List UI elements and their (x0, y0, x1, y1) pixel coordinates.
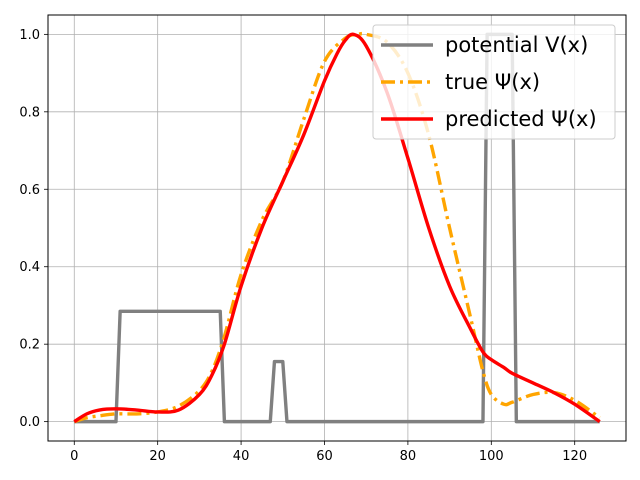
series-line-3 (73, 32, 601, 424)
y-tick-label: 0.2 (19, 338, 40, 353)
x-tick-label: 0 (70, 449, 78, 464)
x-tick-label: 100 (479, 449, 504, 464)
y-tick-label: 0.8 (19, 105, 40, 120)
axis-ticks: 0 20 40 60 80 100 120 0.0 0.2 0.4 0.6 0.8 1.0 (19, 28, 587, 464)
legend-box (372, 24, 616, 140)
x-tick-label: 120 (562, 449, 587, 464)
plot-frame (47, 14, 627, 442)
y-tick-label: 0.6 (19, 183, 40, 198)
legend-label: predicted Ψ(x) (445, 107, 597, 131)
x-tick-label: 20 (149, 449, 166, 464)
grid (48, 15, 626, 441)
y-tick-label: 1.0 (19, 28, 40, 43)
x-tick-label: 80 (400, 449, 417, 464)
legend: potential V(x) true Ψ(x) predicted Ψ(x) (372, 24, 616, 140)
legend-label: true Ψ(x) (445, 70, 540, 94)
x-tick-label: 60 (316, 449, 333, 464)
y-tick-label: 0.0 (19, 415, 40, 430)
x-tick-label: 40 (233, 449, 250, 464)
legend-label: potential V(x) (445, 33, 588, 57)
y-tick-label: 0.4 (19, 260, 40, 275)
